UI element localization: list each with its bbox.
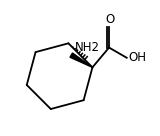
Text: NH2: NH2 (75, 41, 100, 54)
Polygon shape (70, 53, 92, 67)
Text: OH: OH (128, 51, 146, 64)
Text: O: O (105, 13, 114, 27)
